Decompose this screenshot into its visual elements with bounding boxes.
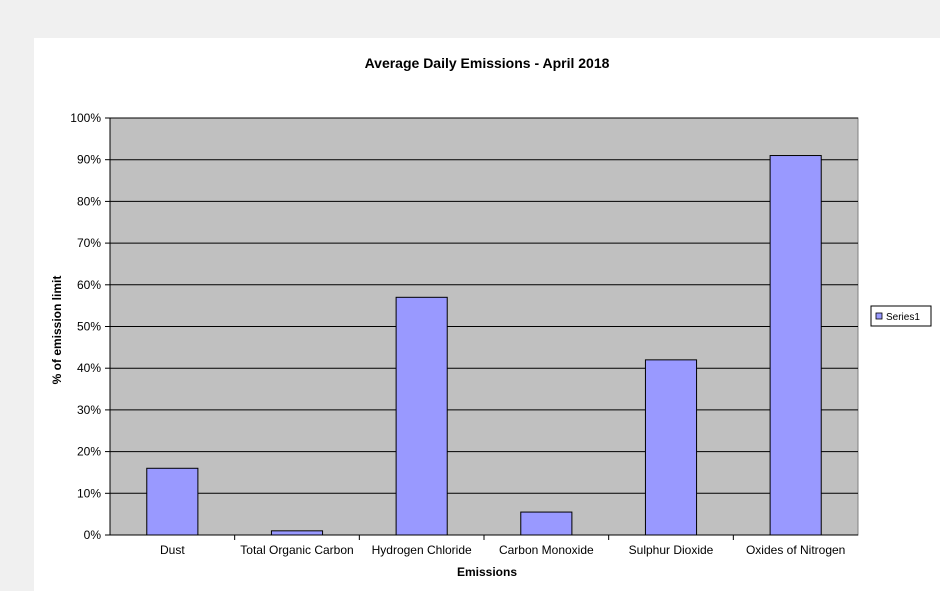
y-tick-label: 40% [77, 361, 101, 375]
y-tick-label: 90% [77, 153, 101, 167]
x-axis-ticks: Dust Total Organic Carbon Hydrogen Chlorid… [160, 535, 845, 557]
y-tick-label: 60% [77, 278, 101, 292]
legend: Series1 [870, 305, 932, 327]
bar-hydrogen-chloride [395, 296, 448, 536]
chart-title: Average Daily Emissions - April 2018 [365, 55, 610, 71]
x-axis-label: Emissions [457, 565, 517, 579]
bar-chart: Average Daily Emissions - April 2018 0% 1… [50, 55, 932, 579]
y-axis-label: % of emission limit [50, 276, 64, 385]
y-tick-label: 30% [77, 403, 101, 417]
gridlines [110, 117, 858, 494]
bar-carbon-monoxide [520, 511, 573, 536]
x-tick-label: Carbon Monoxide [499, 543, 594, 557]
legend-entry-series1: Series1 [886, 312, 920, 323]
bar-sulphur-dioxide [644, 359, 698, 536]
legend-box [870, 305, 932, 327]
chart-container: Average Daily Emissions - April 2018 0% 1… [34, 38, 940, 591]
y-tick-label: 70% [77, 236, 101, 250]
y-tick-label: 20% [77, 445, 101, 459]
y-tick-label: 0% [84, 528, 102, 542]
x-tick-label: Sulphur Dioxide [629, 543, 714, 557]
x-tick-label: Hydrogen Chloride [372, 543, 472, 557]
bar-oxides-of-nitrogen [769, 155, 822, 536]
y-tick-label: 80% [77, 194, 101, 208]
y-axis-ticks: 0% 10% 20% 30% 40% 50% 60% 70% 80% 90% 100% [70, 111, 110, 542]
x-tick-label: Oxides of Nitrogen [746, 543, 845, 557]
bars [146, 155, 822, 536]
x-tick-label: Dust [160, 543, 185, 557]
y-tick-label: 50% [77, 320, 101, 334]
bar-dust [146, 467, 199, 536]
legend-swatch [875, 312, 883, 320]
y-tick-label: 100% [70, 111, 101, 125]
y-tick-label: 10% [77, 486, 101, 500]
bar-total-organic-carbon [270, 530, 324, 536]
x-tick-label: Total Organic Carbon [240, 543, 353, 557]
